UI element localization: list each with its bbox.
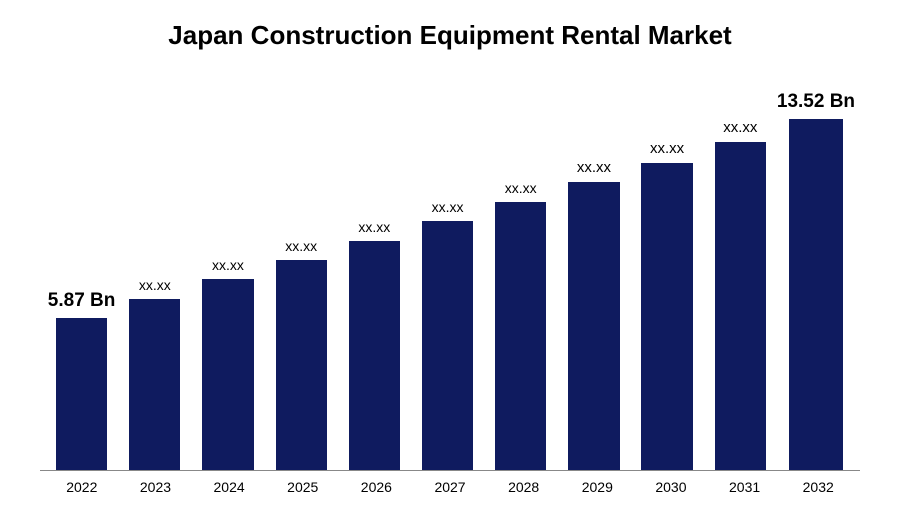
x-axis-tick: 2029	[560, 479, 634, 495]
bar-value-label: xx.xx	[212, 257, 244, 273]
x-axis-tick: 2024	[192, 479, 266, 495]
bar	[715, 142, 766, 470]
bar-group: 13.52 Bn	[777, 81, 855, 470]
bar-value-label: xx.xx	[505, 180, 537, 196]
bar	[789, 119, 844, 470]
bar	[641, 163, 692, 470]
bar	[349, 241, 400, 471]
x-axis-tick: 2027	[413, 479, 487, 495]
x-axis-tick: 2025	[266, 479, 340, 495]
bar-value-label: xx.xx	[577, 159, 611, 176]
bar-group: xx.xx	[191, 81, 264, 470]
bar-group: xx.xx	[338, 81, 411, 470]
x-axis-tick: 2022	[45, 479, 119, 495]
bar-value-label: xx.xx	[285, 238, 317, 254]
bar-value-label: 5.87 Bn	[48, 290, 116, 312]
bar-value-label: xx.xx	[723, 119, 757, 136]
x-axis-tick: 2032	[781, 479, 855, 495]
bar	[129, 299, 180, 470]
bar	[202, 279, 253, 470]
bar	[56, 318, 107, 470]
bar-group: xx.xx	[265, 81, 338, 470]
bar-value-label: xx.xx	[432, 199, 464, 215]
x-axis-tick: 2026	[340, 479, 414, 495]
bar-value-label: 13.52 Bn	[777, 91, 855, 113]
bar	[568, 182, 619, 470]
chart-title: Japan Construction Equipment Rental Mark…	[40, 20, 860, 51]
bar-group: xx.xx	[557, 81, 630, 470]
x-axis-tick: 2030	[634, 479, 708, 495]
bar	[495, 202, 546, 470]
bar	[276, 260, 327, 470]
bar-value-label: xx.xx	[650, 140, 684, 157]
x-axis: 2022202320242025202620272028202920302031…	[40, 471, 860, 495]
bar-group: xx.xx	[411, 81, 484, 470]
bar-group: xx.xx	[484, 81, 557, 470]
bar-group: 5.87 Bn	[45, 81, 118, 470]
plot-area: 5.87 Bn xx.xx xx.xx xx.xx xx.xx xx.xx xx.xx xx.…	[40, 81, 860, 471]
chart-container: Japan Construction Equipment Rental Mark…	[0, 0, 900, 525]
bar-value-label: xx.xx	[358, 219, 390, 235]
bar	[422, 221, 473, 470]
x-axis-tick: 2023	[119, 479, 193, 495]
bar-value-label: xx.xx	[139, 277, 171, 293]
x-axis-tick: 2028	[487, 479, 561, 495]
x-axis-tick: 2031	[708, 479, 782, 495]
bar-group: xx.xx	[118, 81, 191, 470]
bar-group: xx.xx	[631, 81, 704, 470]
bar-group: xx.xx	[704, 81, 777, 470]
